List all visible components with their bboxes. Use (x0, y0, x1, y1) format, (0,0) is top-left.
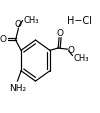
Text: CH₃: CH₃ (74, 53, 89, 62)
Text: O: O (57, 29, 64, 38)
Text: CH₃: CH₃ (24, 16, 39, 25)
Text: NH₂: NH₂ (9, 83, 26, 92)
Text: H−Cl: H−Cl (67, 15, 92, 25)
Text: O: O (68, 45, 75, 54)
Text: O: O (15, 20, 22, 29)
Text: O: O (0, 35, 7, 44)
